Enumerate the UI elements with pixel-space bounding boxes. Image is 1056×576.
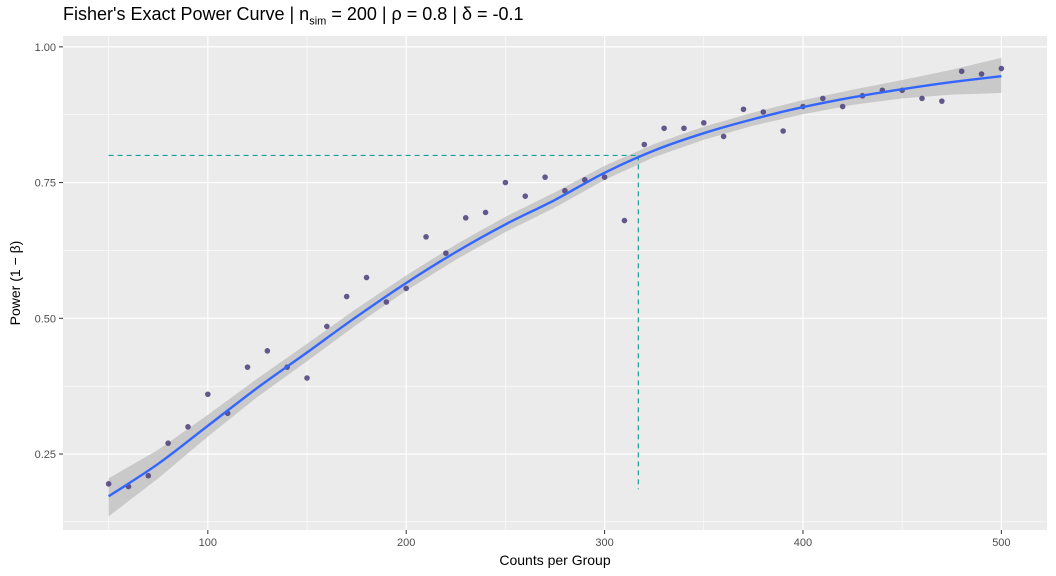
minor-gridlines	[63, 36, 1047, 530]
data-point	[839, 103, 846, 110]
data-point	[185, 424, 191, 430]
data-point	[958, 68, 965, 75]
data-point	[264, 348, 271, 354]
data-points	[105, 65, 1005, 490]
data-point	[522, 193, 529, 199]
data-point	[502, 179, 509, 186]
x-tick-label: 400	[794, 537, 812, 549]
fit-curve	[107, 75, 1002, 498]
data-point	[443, 250, 449, 256]
data-point	[244, 364, 251, 370]
title-subscript: sim	[309, 15, 327, 28]
data-point	[482, 209, 489, 216]
title-suffix: = 200 | ρ = 0.8 | δ = -0.1	[326, 4, 524, 24]
y-axis-ticks: 0.25 0.50 0.75 1.00	[35, 42, 63, 461]
data-point	[919, 95, 925, 102]
data-point	[383, 299, 390, 305]
data-point	[661, 125, 667, 132]
reference-lines	[108, 154, 639, 490]
x-tick-label: 300	[595, 537, 613, 549]
x-axis-title: Counts per Group	[499, 552, 610, 568]
data-point	[343, 293, 350, 300]
y-tick-label: 1.00	[35, 42, 56, 54]
data-point	[423, 234, 429, 240]
data-point	[740, 106, 747, 113]
data-point	[581, 177, 588, 183]
data-point	[165, 440, 171, 446]
x-tick-label: 500	[992, 537, 1010, 549]
data-point	[998, 65, 1005, 72]
data-point	[820, 95, 826, 102]
plot-panel	[63, 36, 1047, 530]
data-point	[760, 109, 767, 115]
title-prefix: Fisher's Exact Power Curve | n	[63, 4, 310, 24]
data-point	[978, 71, 985, 77]
data-point	[403, 285, 410, 292]
data-point	[324, 323, 330, 330]
data-point	[641, 141, 648, 148]
data-point	[700, 120, 707, 126]
y-axis-title: Power (1 − β)	[7, 241, 23, 326]
data-point	[205, 391, 211, 398]
data-point	[462, 215, 469, 221]
data-point	[939, 98, 945, 104]
data-point	[601, 174, 608, 180]
data-point	[542, 174, 548, 180]
data-point	[145, 472, 152, 479]
data-point	[720, 133, 727, 140]
data-point	[304, 375, 310, 381]
data-point	[780, 128, 786, 134]
fit-curve-layer	[107, 75, 1002, 498]
data-point	[105, 481, 112, 487]
data-point	[621, 217, 628, 224]
x-axis-ticks: 100 200 300 400 500	[199, 530, 1011, 549]
data-point	[562, 187, 568, 194]
y-tick-label: 0.50	[35, 313, 56, 325]
x-tick-label: 200	[397, 537, 415, 549]
x-tick-label: 100	[199, 537, 217, 549]
chart-title: Fisher's Exact Power Curve | nsim = 200 …	[63, 4, 524, 28]
y-tick-label: 0.25	[35, 449, 56, 461]
data-point	[363, 274, 370, 281]
major-gridlines	[63, 36, 1047, 530]
y-tick-label: 0.75	[35, 178, 56, 190]
data-point	[681, 125, 687, 132]
